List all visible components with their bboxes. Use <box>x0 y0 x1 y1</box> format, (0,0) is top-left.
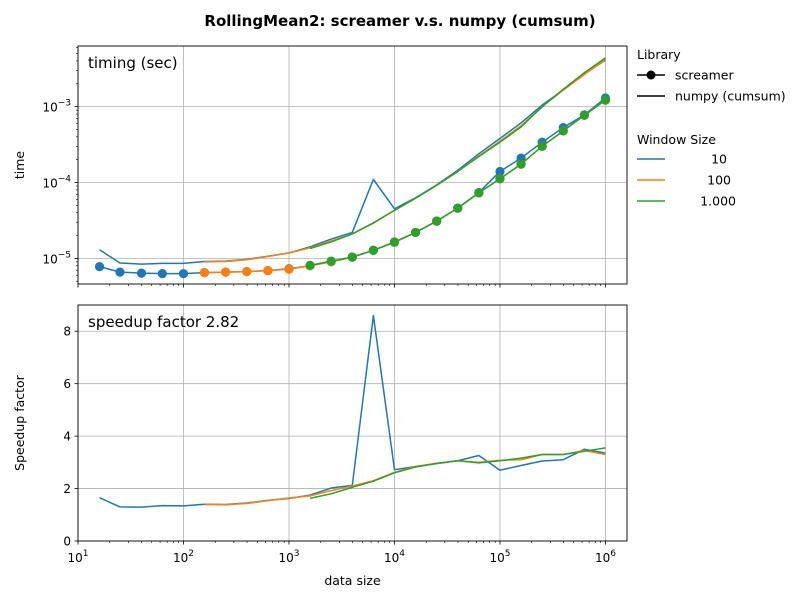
x-axis-label: data size <box>324 573 381 588</box>
x-tick-label: 101 <box>67 549 88 565</box>
data-point-screamer-window-1-000 <box>326 256 336 266</box>
data-point-screamer-window-10 <box>115 267 125 277</box>
data-point-screamer-window-1-000 <box>516 159 526 169</box>
legend-library-title: Library <box>637 47 681 62</box>
x-tick-label: 102 <box>173 549 194 565</box>
y-tick-label: 6 <box>63 377 71 391</box>
axes-frame <box>77 304 628 542</box>
axes-frame <box>77 45 628 285</box>
legend-item-window-1000: 1.000 <box>637 194 736 209</box>
plot-area <box>99 314 606 508</box>
data-point-screamer-window-1-000 <box>368 245 378 255</box>
data-point-screamer-window-100 <box>221 267 231 277</box>
legend-label-screamer: screamer <box>675 68 734 83</box>
data-point-screamer-window-10 <box>94 261 105 272</box>
figure-title: RollingMean2: screamer v.s. numpy (cumsu… <box>204 12 595 30</box>
x-tick-label: 106 <box>595 549 616 565</box>
legend-label-window-10: 10 <box>711 152 727 167</box>
data-point-screamer-window-1-000 <box>389 237 400 247</box>
y-tick-label: 10−3 <box>42 99 71 115</box>
legend-item-window-100: 100 <box>637 173 731 188</box>
series-line-window-1-000 <box>309 447 606 499</box>
data-point-screamer-window-1-000 <box>558 126 568 136</box>
y-axis-label: time <box>12 151 27 180</box>
data-point-screamer-window-1-000 <box>537 141 547 151</box>
data-point-screamer-window-10 <box>136 268 147 278</box>
speedup-axes: 101 102 103 104 105 106 0 2 4 6 8 speedup factor 2.… <box>12 304 628 588</box>
legend-label-window-100: 100 <box>707 173 731 188</box>
data-point-screamer-window-100 <box>263 266 273 276</box>
y-tick-label: 8 <box>63 325 71 339</box>
data-point-screamer-window-1-000 <box>410 227 421 238</box>
data-point-screamer-window-1-000 <box>347 252 357 262</box>
axes-annotation: timing (sec) <box>88 54 178 72</box>
legend-label-numpy: numpy (cumsum) <box>675 89 786 104</box>
data-point-screamer-window-1-000 <box>600 95 611 105</box>
legend-label-window-1000: 1.000 <box>700 194 736 209</box>
legend-window-title: Window Size <box>637 132 716 147</box>
timing-axes: 10−5 10−4 10−3 timing (sec) time <box>12 45 628 288</box>
y-tick-label: 2 <box>63 482 71 496</box>
data-point-screamer-window-100 <box>242 267 252 277</box>
data-point-screamer-window-1-000 <box>432 216 442 226</box>
data-point-screamer-window-1-000 <box>474 188 484 198</box>
data-point-screamer-window-1-000 <box>305 260 315 270</box>
data-point-screamer-window-1-000 <box>495 174 505 184</box>
y-tick-label: 4 <box>63 430 71 444</box>
data-point-screamer-window-10 <box>178 269 189 279</box>
x-tick-label: 105 <box>489 549 510 565</box>
data-point-screamer-window-10 <box>495 166 505 177</box>
legend-item-numpy: numpy (cumsum) <box>637 89 786 104</box>
x-tick-label: 103 <box>278 549 299 565</box>
series-line-numpy-cumsum-window-10 <box>99 59 606 265</box>
data-point-screamer-window-1-000 <box>579 110 589 120</box>
legend-item-window-10: 10 <box>637 152 727 167</box>
y-tick-label: 10−5 <box>42 250 71 266</box>
data-point-screamer-window-10 <box>157 269 167 279</box>
legend: Library screamer numpy (cumsum) Window S… <box>637 47 786 209</box>
x-tick-label: 104 <box>384 549 405 565</box>
data-point-screamer-window-100 <box>199 268 210 278</box>
plot-area <box>94 57 611 279</box>
axes-annotation: speedup factor 2.82 <box>88 313 239 331</box>
data-point-screamer-window-1-000 <box>453 203 463 213</box>
legend-item-screamer: screamer <box>637 68 734 83</box>
series-line-numpy-cumsum-window-1-000 <box>309 57 606 250</box>
y-axis-label: Speedup factor <box>12 374 27 470</box>
data-point-screamer-window-100 <box>284 264 294 274</box>
y-tick-label: 0 <box>63 535 71 549</box>
y-tick-label: 10−4 <box>42 175 71 191</box>
